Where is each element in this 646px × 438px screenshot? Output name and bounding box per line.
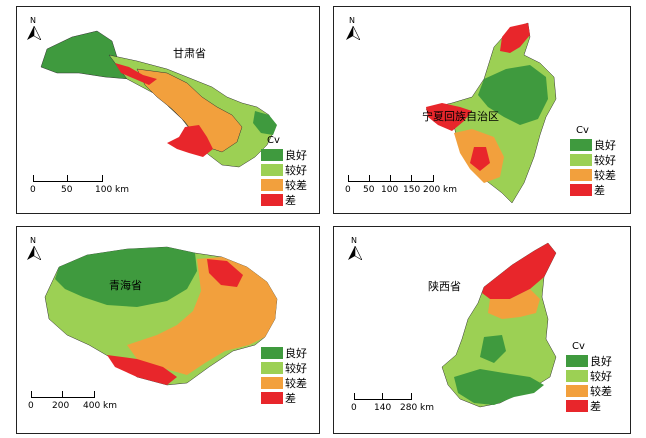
ningxia-bad-zone-north: [500, 23, 530, 53]
legend: Cv 良好 较好 较差 差: [261, 135, 307, 207]
scale-label: 50: [61, 185, 73, 195]
region-label: 宁夏回族自治区: [422, 110, 499, 123]
qinghai-map: [44, 246, 278, 386]
legend-title: Cv: [576, 125, 589, 136]
qinghai-bad-zone-north: [207, 259, 243, 287]
gansu-poor-zone: [136, 68, 243, 153]
legend-item-good: 良好: [566, 353, 612, 368]
legend-label: 良好: [285, 148, 307, 162]
scale-label: 100: [381, 185, 399, 195]
legend: 良好 较好 较差 差: [261, 345, 307, 405]
scale-label: 150: [403, 185, 421, 195]
region-label: 甘肃省: [173, 47, 206, 60]
map-panel-ningxia: 宁夏回族自治区 N Cv 良好 较好 较差 差 0 50 100 150 200…: [333, 6, 631, 214]
north-arrow-icon: [27, 26, 41, 40]
region-label: 陕西省: [428, 280, 461, 293]
legend-item-good: 良好: [570, 137, 616, 152]
legend-item-bad: 差: [261, 192, 307, 207]
qinghai-bad-zone-south: [107, 355, 177, 385]
scale-label: 200: [52, 401, 70, 411]
legend-label: 较好: [590, 369, 612, 383]
legend-label: 较差: [285, 376, 307, 390]
qinghai-good-zone: [55, 247, 197, 307]
legend-label: 良好: [285, 346, 307, 360]
north-arrow: N: [27, 236, 41, 260]
legend-item-bad: 差: [261, 390, 307, 405]
legend-title: Cv: [267, 135, 280, 146]
legend-item-fair: 较好: [261, 360, 307, 375]
legend-item-fair: 较好: [566, 368, 612, 383]
north-label: N: [349, 16, 355, 25]
legend-label: 较好: [285, 163, 307, 177]
legend: Cv 良好 较好 较差 差: [570, 125, 616, 197]
scale-label: 100 km: [95, 185, 130, 195]
map-panel-shaanxi: 陕西省 N Cv 良好 较好 较差 差 0 140 280 km: [333, 226, 631, 434]
legend: Cv 良好 较好 较差 差: [566, 341, 612, 413]
legend-item-good: 良好: [261, 147, 307, 162]
north-label: N: [30, 16, 36, 25]
legend-item-poor: 较差: [261, 177, 307, 192]
legend-label: 差: [285, 391, 296, 405]
scale-label: 280 km: [400, 403, 435, 413]
gansu-bad-zone-2: [167, 125, 213, 157]
scale-label: 0: [28, 401, 34, 411]
scale-label: 400 km: [83, 401, 118, 411]
legend-item-poor: 较差: [566, 383, 612, 398]
legend-label: 较差: [285, 178, 307, 192]
region-label: 青海省: [109, 279, 142, 292]
legend-label: 较好: [285, 361, 307, 375]
legend-item-poor: 较差: [261, 375, 307, 390]
map-panel-qinghai: 青海省 N 良好 较好 较差 差 0 200 400 km: [16, 226, 320, 434]
legend-item-bad: 差: [566, 398, 612, 413]
legend-label: 差: [285, 193, 296, 207]
north-arrow: N: [346, 16, 360, 40]
map-panel-gansu: 甘肃省 N Cv 良好 较好 较差 差 0 50 100 km: [16, 6, 320, 214]
ningxia-good-zone: [478, 65, 548, 125]
ningxia-bad-zone-south: [470, 147, 490, 171]
legend-item-fair: 较好: [261, 162, 307, 177]
north-arrow: N: [348, 236, 362, 260]
north-arrow-icon: [348, 246, 362, 260]
legend-item-poor: 较差: [570, 167, 616, 182]
shaanxi-good-zone-center: [480, 335, 506, 363]
scale-label: 0: [345, 185, 351, 195]
legend-label: 良好: [594, 138, 616, 152]
shaanxi-bad-zone-north: [482, 243, 556, 299]
legend-label: 较差: [594, 168, 616, 182]
qinghai-poor-zone: [127, 257, 277, 375]
scale-label: 0: [351, 403, 357, 413]
gansu-map: [40, 30, 277, 168]
gansu-bad-zone-1: [115, 63, 157, 85]
north-arrow: N: [27, 16, 41, 40]
shaanxi-poor-zone: [488, 289, 540, 319]
scale-label: 50: [363, 185, 375, 195]
north-arrow-icon: [27, 246, 41, 260]
legend-item-bad: 差: [570, 182, 616, 197]
legend-label: 差: [590, 399, 601, 413]
legend-label: 差: [594, 183, 605, 197]
legend-title: Cv: [572, 341, 585, 352]
scale-label: 140: [374, 403, 392, 413]
ningxia-map: [425, 22, 557, 204]
legend-label: 较好: [594, 153, 616, 167]
legend-item-fair: 较好: [570, 152, 616, 167]
shaanxi-map: [441, 242, 557, 408]
gansu-good-zone-east: [253, 111, 277, 135]
north-label: N: [351, 236, 357, 245]
scale-label: 200 km: [423, 185, 458, 195]
legend-item-good: 良好: [261, 345, 307, 360]
north-label: N: [30, 236, 36, 245]
ningxia-bad-zone-west: [426, 103, 472, 131]
legend-label: 良好: [590, 354, 612, 368]
shaanxi-good-zone-south: [454, 369, 544, 405]
legend-label: 较差: [590, 384, 612, 398]
north-arrow-icon: [346, 26, 360, 40]
scale-label: 0: [30, 185, 36, 195]
